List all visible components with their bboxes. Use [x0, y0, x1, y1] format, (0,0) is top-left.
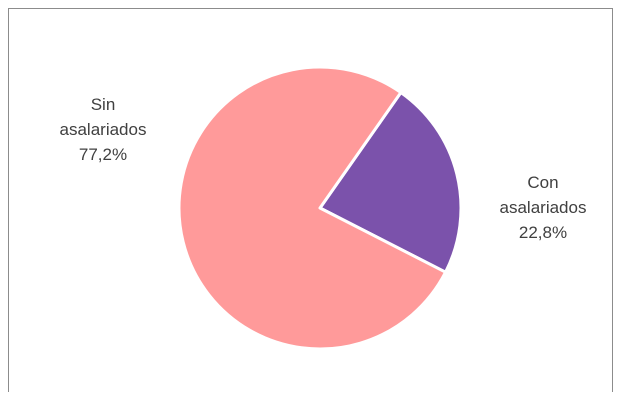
slice-labels: Sin asalariados 77,2% Con asalariados 22,8%: [60, 95, 587, 242]
slice-category-label: Sin: [91, 95, 116, 114]
pie-slices: [177, 65, 463, 351]
slice-category-label: asalariados: [500, 198, 587, 217]
slice-category-label: Con: [527, 173, 558, 192]
pie-slice-sin-asalariados: [177, 65, 448, 351]
pie-slice-con-asalariados: [318, 91, 463, 274]
slice-category-label: asalariados: [60, 120, 147, 139]
slice-value-label: 77,2%: [79, 145, 127, 164]
slice-value-label: 22,8%: [519, 223, 567, 242]
slice-label-con-asalariados: Con asalariados 22,8%: [500, 173, 587, 242]
slice-label-sin-asalariados: Sin asalariados 77,2%: [60, 95, 147, 164]
